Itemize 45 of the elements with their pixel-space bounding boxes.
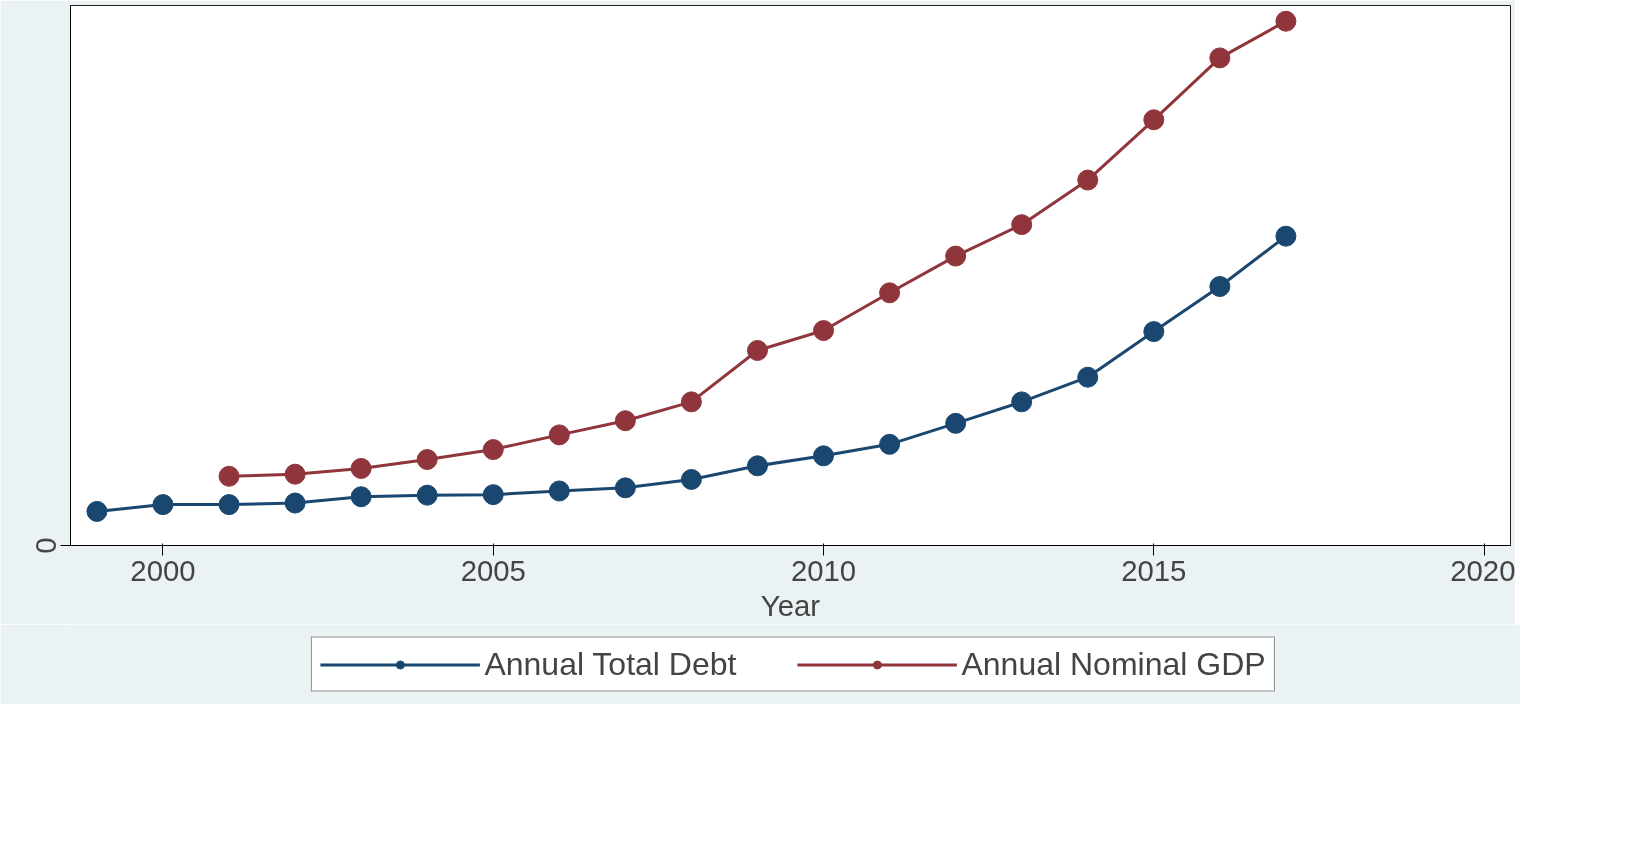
point bbox=[1209, 47, 1231, 69]
x-tick-label: 2020 bbox=[1450, 553, 1516, 587]
point bbox=[879, 433, 901, 455]
point bbox=[284, 463, 306, 485]
point bbox=[813, 320, 835, 342]
point bbox=[482, 439, 504, 461]
point bbox=[1011, 391, 1033, 413]
point bbox=[482, 484, 504, 506]
point bbox=[879, 282, 901, 304]
point bbox=[218, 465, 240, 487]
point bbox=[416, 484, 438, 506]
point bbox=[1143, 321, 1165, 343]
point bbox=[1077, 169, 1099, 191]
point bbox=[813, 445, 835, 467]
point bbox=[746, 339, 768, 361]
point bbox=[945, 412, 967, 434]
point bbox=[416, 449, 438, 470]
point bbox=[86, 500, 108, 522]
point bbox=[1143, 109, 1165, 131]
point bbox=[614, 477, 636, 499]
point bbox=[680, 468, 702, 490]
point bbox=[284, 492, 306, 514]
x-tick-label: 2010 bbox=[790, 553, 857, 587]
legend-label: Annual Nominal GDP bbox=[961, 645, 1266, 683]
point bbox=[1077, 366, 1099, 388]
x-tick-label: 2005 bbox=[460, 553, 526, 587]
point bbox=[680, 391, 702, 413]
text: 0 bbox=[28, 537, 62, 554]
point bbox=[746, 455, 768, 477]
point bbox=[548, 480, 570, 502]
point bbox=[614, 410, 636, 432]
point bbox=[1275, 10, 1297, 32]
x-axis-title: Year bbox=[760, 588, 821, 622]
point bbox=[350, 486, 372, 508]
point bbox=[152, 494, 174, 516]
point bbox=[945, 245, 967, 267]
point bbox=[218, 494, 240, 516]
x-tick-label: 2015 bbox=[1121, 553, 1187, 587]
x-tick-label: 2000 bbox=[130, 553, 196, 587]
point bbox=[1011, 214, 1033, 236]
point bbox=[1275, 225, 1297, 247]
point bbox=[1209, 276, 1231, 297]
legend-label: Annual Total Debt bbox=[484, 645, 737, 683]
point bbox=[548, 424, 570, 446]
point bbox=[350, 457, 372, 479]
